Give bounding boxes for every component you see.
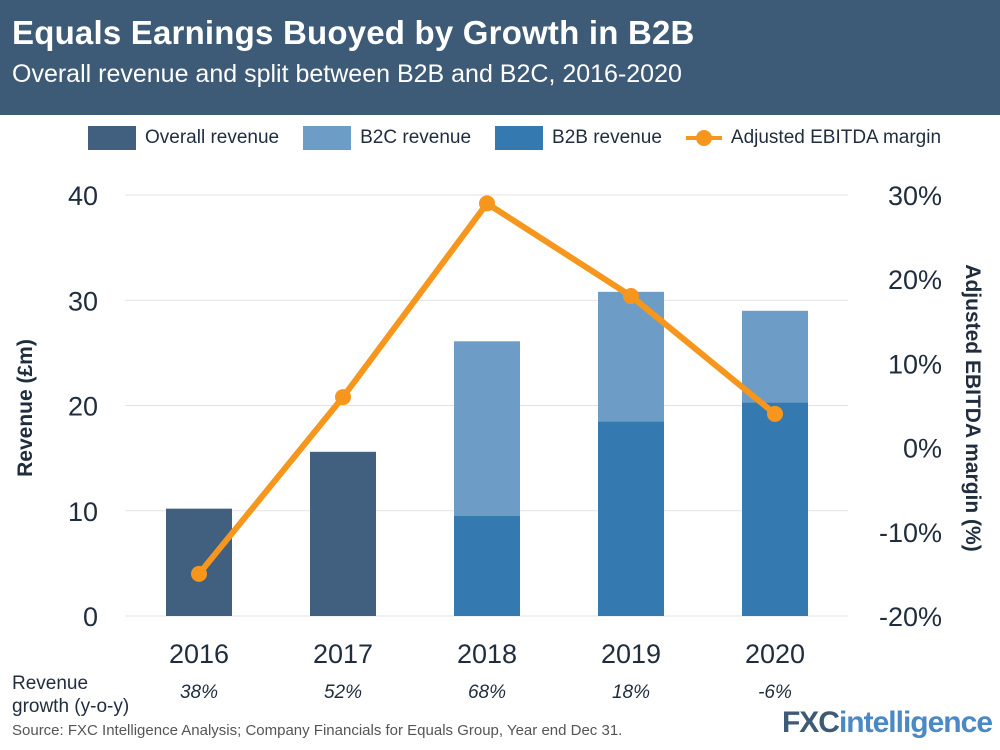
y-tick-label-40: 40 (68, 181, 98, 211)
ebitda-point-2018 (479, 195, 495, 212)
chart-header: Equals Earnings Buoyed by Growth in B2B … (0, 0, 1000, 115)
logo-intelligence: intelligence (838, 706, 993, 739)
bar-b2b-2020 (742, 402, 808, 616)
bar-b2c-2018 (454, 341, 520, 517)
ebitda-point-2019 (623, 288, 639, 305)
y-tick-label-0: 0 (83, 602, 98, 632)
bar-b2c-2020 (742, 310, 808, 403)
legend-item-overall: Overall revenue (88, 126, 279, 150)
growth-value-2019: 18% (611, 682, 651, 703)
growth-label-line2: growth (y-o-y) (12, 696, 130, 717)
legend-item-b2b: B2B revenue (495, 126, 662, 150)
y2-axis-title: Adjusted EBITDA margin (%) (961, 264, 984, 551)
y2-tick-label-10%: 10% (888, 349, 942, 379)
y-tick-label-20: 20 (68, 392, 98, 422)
growth-value-2016: 38% (179, 682, 219, 703)
legend-swatch-b2c (303, 126, 352, 150)
y-tick-label-10: 10 (68, 497, 98, 527)
x-tick-label-2018: 2018 (457, 639, 517, 669)
ebitda-point-2017 (335, 389, 351, 406)
x-tick-label-2019: 2019 (601, 639, 661, 669)
chart-title: Equals Earnings Buoyed by Growth in B2B (12, 14, 695, 51)
y2-tick-label-20%: 20% (888, 265, 942, 295)
legend-label-overall: Overall revenue (145, 127, 280, 148)
bar-overall-2016 (166, 508, 232, 616)
growth-value-2020: -6% (758, 682, 792, 703)
growth-label-line1: Revenue (12, 673, 89, 694)
legend-swatch-b2b (495, 126, 544, 150)
growth-value-2018: 68% (467, 682, 507, 703)
y-axis-title: Revenue (£m) (14, 339, 37, 477)
bar-b2b-2019 (598, 421, 664, 616)
growth-value-2017: 52% (323, 682, 363, 703)
chart-subtitle: Overall revenue and split between B2B an… (12, 60, 682, 88)
legend-swatch-overall (88, 126, 136, 150)
legend-item-b2c: B2C revenue (303, 126, 471, 150)
bar-b2b-2018 (454, 516, 520, 616)
bar-overall-2017 (310, 451, 376, 616)
y2-tick-label--20%: -20% (879, 602, 942, 632)
growth-label: Revenue growth (y-o-y) (12, 672, 129, 718)
legend-label-b2b: B2B revenue (552, 127, 662, 148)
y2-tick-label-30%: 30% (888, 181, 942, 211)
legend-label-b2c: B2C revenue (360, 127, 472, 148)
revenue-chart: 0 10 20 30 40 -20% -10% 0% 10% 20% 30% Revenue (£m)… (14, 181, 984, 669)
logo-fx: FXC (781, 706, 840, 739)
ebitda-point-2020 (767, 405, 783, 422)
legend-item-ebitda: Adjusted EBITDA margin (685, 126, 942, 150)
legend-label-ebitda: Adjusted EBITDA margin (730, 127, 942, 148)
x-tick-label-2017: 2017 (313, 639, 373, 669)
legend: Overall revenue B2C revenue B2B revenue … (88, 124, 965, 152)
y-tick-label-30: 30 (68, 286, 98, 316)
source-note: Source: FXC Intelligence Analysis; Compa… (12, 722, 623, 739)
y2-tick-label-0%: 0% (903, 434, 942, 464)
legend-line-ebitda (685, 126, 722, 150)
y2-tick-label--10%: -10% (879, 518, 942, 548)
fxc-logo: FXCintelligence (781, 706, 993, 740)
ebitda-point-2016 (191, 565, 207, 582)
x-tick-label-2020: 2020 (745, 639, 805, 669)
x-tick-label-2016: 2016 (169, 639, 229, 669)
